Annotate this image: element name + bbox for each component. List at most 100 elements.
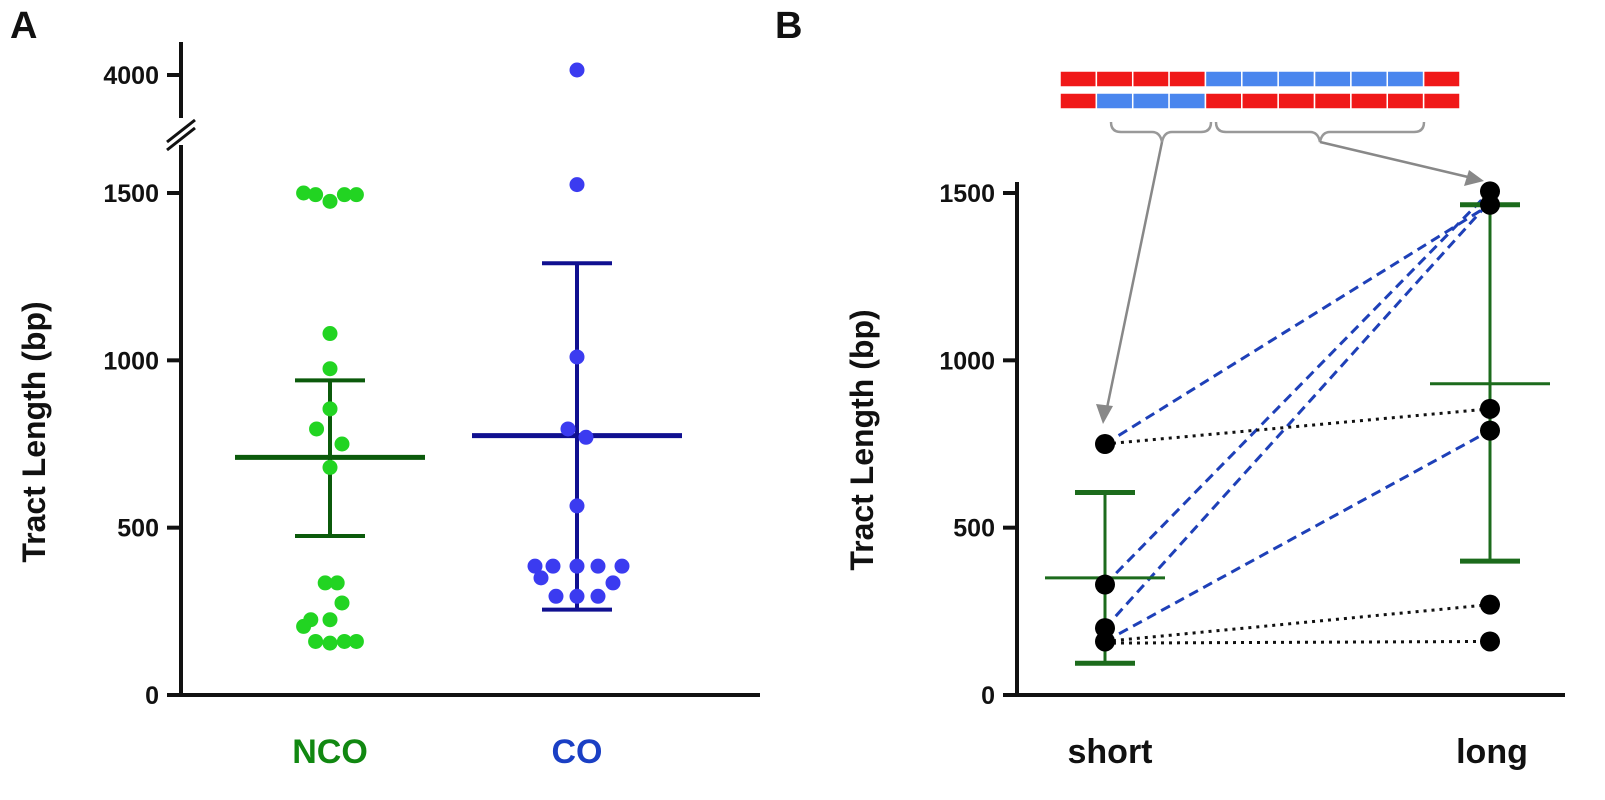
panel-b-axes xyxy=(1015,182,1565,697)
panel-b-label: B xyxy=(775,5,802,47)
long-tract-bracket xyxy=(1214,121,1426,143)
panel-b: B Tract Length (bp) 0 500 1000 1500 short l… xyxy=(775,5,1565,771)
data-point-nco xyxy=(322,401,338,417)
data-point-nco xyxy=(317,575,333,591)
data-point-nco xyxy=(334,436,350,452)
arrow-head-short xyxy=(1096,404,1113,424)
data-point-nco xyxy=(336,187,352,203)
data-point-nco xyxy=(322,612,338,628)
data-point-co xyxy=(569,498,585,514)
data-point-short xyxy=(1095,434,1115,454)
y-tick-label: 1000 xyxy=(103,347,159,375)
data-point-long xyxy=(1480,194,1500,215)
data-point-nco xyxy=(329,575,345,591)
paired-line-dotted xyxy=(1104,603,1491,643)
top-strand-segment xyxy=(1350,70,1389,88)
category-label-co: CO xyxy=(552,733,603,771)
data-point-co xyxy=(578,429,594,445)
data-point-co xyxy=(614,558,630,574)
panel-b-pair-lines xyxy=(1103,190,1492,645)
bottom-strand-segment xyxy=(1350,92,1389,110)
data-point-long xyxy=(1480,398,1500,419)
top-strand-segment xyxy=(1131,70,1170,88)
data-point-co xyxy=(548,588,564,604)
data-point-co xyxy=(569,62,585,78)
data-point-co xyxy=(569,349,585,365)
paired-line-dotted xyxy=(1104,639,1491,645)
panel-a-y-axis-label: Tract Length (bp) xyxy=(16,301,52,562)
paired-line-dashed xyxy=(1104,203,1491,446)
y-tick-label: 500 xyxy=(117,515,159,543)
data-point-nco xyxy=(334,595,350,611)
data-point-co xyxy=(569,558,585,574)
data-point-nco xyxy=(322,459,338,475)
top-strand-segment xyxy=(1422,70,1461,88)
bottom-strand-segment xyxy=(1168,92,1207,110)
data-point-nco xyxy=(296,618,312,634)
paired-line-dotted xyxy=(1104,407,1491,446)
arrow-to-long xyxy=(1319,140,1469,179)
tract-diagram xyxy=(1059,70,1484,424)
data-point-co xyxy=(560,421,576,437)
y-tick-label: 500 xyxy=(953,515,995,543)
panel-a: A Tract Length (bp) 0 500 1000 1500 4000 NCO… xyxy=(10,5,760,771)
panel-a-y-ticks: 0 500 1000 1500 4000 xyxy=(103,62,181,710)
short-tract-bracket xyxy=(1109,121,1213,143)
bottom-strand-segment xyxy=(1241,92,1279,110)
panel-b-y-ticks: 0 500 1000 1500 xyxy=(939,180,1017,710)
bottom-strand-segment xyxy=(1386,92,1425,110)
data-point-long xyxy=(1480,594,1500,615)
data-point-long xyxy=(1480,631,1500,652)
data-point-nco xyxy=(322,361,338,377)
bottom-strand-segment xyxy=(1095,92,1134,110)
panel-a-axes xyxy=(166,42,760,697)
data-point-nco xyxy=(322,193,338,209)
top-strand-segment xyxy=(1168,70,1207,88)
paired-line-dashed xyxy=(1104,429,1491,643)
category-label-nco: NCO xyxy=(292,733,368,771)
data-point-co xyxy=(590,558,606,574)
top-strand-segment xyxy=(1241,70,1279,88)
data-point-long xyxy=(1480,420,1500,441)
data-point-nco xyxy=(322,326,338,342)
data-point-nco xyxy=(336,633,352,649)
panel-a-statistics xyxy=(235,261,682,612)
top-strand-segment xyxy=(1204,70,1243,88)
y-tick-label: 1500 xyxy=(939,180,995,208)
category-label-long: long xyxy=(1456,733,1528,771)
y-tick-label: 4000 xyxy=(103,62,159,90)
top-strand-segment xyxy=(1277,70,1316,88)
top-strand-segment xyxy=(1095,70,1134,88)
panel-a-points xyxy=(296,62,630,651)
data-point-nco xyxy=(308,187,324,203)
y-tick-label: 0 xyxy=(981,682,995,710)
panel-b-y-axis-label: Tract Length (bp) xyxy=(844,309,880,570)
bottom-strand-segment xyxy=(1277,92,1316,110)
paired-line-dashed xyxy=(1103,190,1492,586)
data-point-nco xyxy=(348,187,364,203)
data-point-short xyxy=(1095,631,1115,652)
data-point-co xyxy=(545,558,561,574)
bottom-strand-segment xyxy=(1059,92,1098,110)
top-strand-segment xyxy=(1386,70,1425,88)
panel-a-label: A xyxy=(10,5,37,47)
y-tick-label: 1000 xyxy=(939,347,995,375)
data-point-nco xyxy=(309,421,325,437)
data-point-nco xyxy=(296,185,312,201)
top-strand-segment xyxy=(1313,70,1352,88)
arrow-head-long xyxy=(1464,170,1484,186)
data-point-nco xyxy=(308,633,324,649)
bottom-strand-segment xyxy=(1313,92,1352,110)
data-point-co xyxy=(533,570,549,586)
data-point-nco xyxy=(348,633,364,649)
panel-b-points xyxy=(1095,181,1500,652)
bottom-strand-segment xyxy=(1204,92,1243,110)
data-point-co xyxy=(605,575,621,591)
axis-break-mark xyxy=(166,118,196,144)
bottom-strand-segment xyxy=(1131,92,1170,110)
category-label-short: short xyxy=(1068,733,1153,771)
arrow-to-short xyxy=(1105,141,1164,409)
data-point-co xyxy=(590,588,606,604)
data-point-co xyxy=(569,177,585,193)
